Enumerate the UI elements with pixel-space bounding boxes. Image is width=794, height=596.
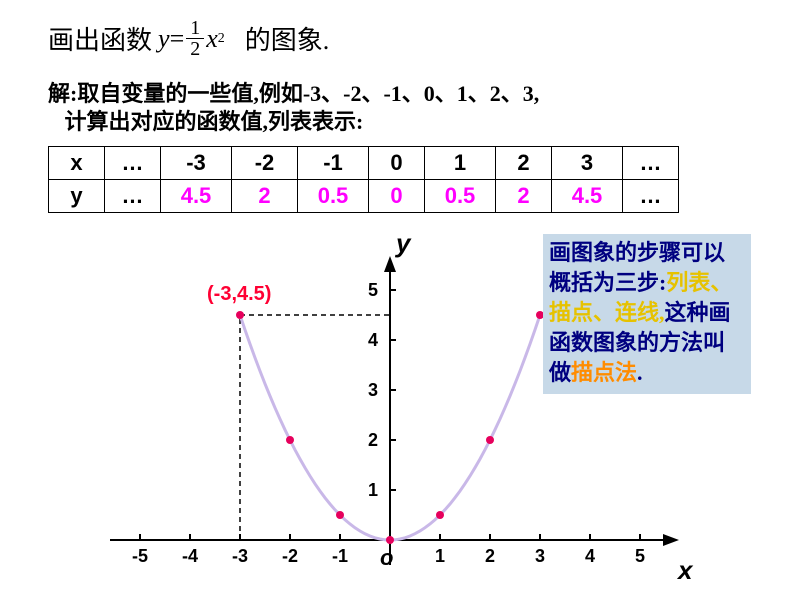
svg-text:3: 3 bbox=[535, 546, 545, 566]
cell-ellipsis: … bbox=[105, 180, 161, 213]
solution-l1: 解:取自变量的一些值,例如-3、-2、-1、0、1、2、3, bbox=[48, 81, 539, 106]
svg-text:1: 1 bbox=[368, 480, 378, 500]
cell-x: -2 bbox=[232, 147, 298, 180]
numerator: 1 bbox=[186, 18, 204, 39]
info-sep: 、 bbox=[593, 300, 615, 325]
cell-x: 0 bbox=[369, 147, 425, 180]
svg-text:4: 4 bbox=[585, 546, 595, 566]
svg-text:-2: -2 bbox=[282, 546, 298, 566]
var-y: y bbox=[158, 24, 170, 54]
y-axis-label: y bbox=[396, 228, 410, 259]
svg-text:-4: -4 bbox=[182, 546, 198, 566]
cell-x: -3 bbox=[161, 147, 232, 180]
cell-y: 4.5 bbox=[161, 180, 232, 213]
info-list: 列表 bbox=[666, 270, 710, 295]
svg-text:2: 2 bbox=[368, 430, 378, 450]
cell-y: 0.5 bbox=[425, 180, 496, 213]
cell-y: 2 bbox=[496, 180, 552, 213]
cell-x: -1 bbox=[298, 147, 369, 180]
title-line: 画出函数 y = 1 2 x2 的图象. bbox=[48, 18, 329, 59]
svg-text:2: 2 bbox=[485, 546, 495, 566]
svg-text:-5: -5 bbox=[132, 546, 148, 566]
cell-x: 3 bbox=[552, 147, 623, 180]
info-box: 画图象的步骤可以概括为三步:列表、描点、连线,这种画函数图象的方法叫做描点法. bbox=[543, 234, 751, 394]
solution-l2: 计算出对应的函数值,列表表示: bbox=[48, 109, 363, 134]
solution-text: 解:取自变量的一些值,例如-3、-2、-1、0、1、2、3, 计算出对应的函数值… bbox=[48, 80, 539, 136]
y-header: y bbox=[49, 180, 105, 213]
cell-y: 2 bbox=[232, 180, 298, 213]
table-row: x … -3 -2 -1 0 1 2 3 … bbox=[49, 147, 679, 180]
value-table: x … -3 -2 -1 0 1 2 3 … y … 4.5 2 0.5 0 0… bbox=[48, 146, 679, 213]
fraction: 1 2 bbox=[186, 18, 204, 59]
exponent: 2 bbox=[218, 31, 225, 47]
info-sep: 、 bbox=[710, 270, 732, 295]
info-t5: . bbox=[637, 360, 643, 385]
svg-text:4: 4 bbox=[368, 330, 378, 350]
info-plot: 描点 bbox=[549, 300, 593, 325]
info-method: 描点法 bbox=[571, 360, 637, 385]
var-x: x bbox=[206, 24, 218, 54]
info-connect: 连线, bbox=[615, 300, 665, 325]
formula: y = 1 2 x2 bbox=[158, 18, 225, 59]
point-label: (-3,4.5) bbox=[207, 283, 271, 306]
cell-ellipsis: … bbox=[105, 147, 161, 180]
table-row: y … 4.5 2 0.5 0 0.5 2 4.5 … bbox=[49, 180, 679, 213]
cell-ellipsis: … bbox=[623, 180, 679, 213]
cell-ellipsis: … bbox=[623, 147, 679, 180]
origin-label: o bbox=[380, 545, 393, 571]
svg-text:5: 5 bbox=[368, 280, 378, 300]
cell-y: 4.5 bbox=[552, 180, 623, 213]
denominator: 2 bbox=[186, 39, 204, 59]
cell-x: 1 bbox=[425, 147, 496, 180]
title-pre: 画出函数 bbox=[48, 20, 152, 57]
title-post: 的图象. bbox=[245, 20, 330, 57]
x-axis-label: x bbox=[678, 555, 692, 586]
svg-text:1: 1 bbox=[435, 546, 445, 566]
cell-y: 0.5 bbox=[298, 180, 369, 213]
eq-sign: = bbox=[170, 24, 185, 54]
svg-text:-1: -1 bbox=[332, 546, 348, 566]
cell-x: 2 bbox=[496, 147, 552, 180]
svg-text:-3: -3 bbox=[232, 546, 248, 566]
svg-text:5: 5 bbox=[635, 546, 645, 566]
x-header: x bbox=[49, 147, 105, 180]
cell-y: 0 bbox=[369, 180, 425, 213]
svg-text:3: 3 bbox=[368, 380, 378, 400]
